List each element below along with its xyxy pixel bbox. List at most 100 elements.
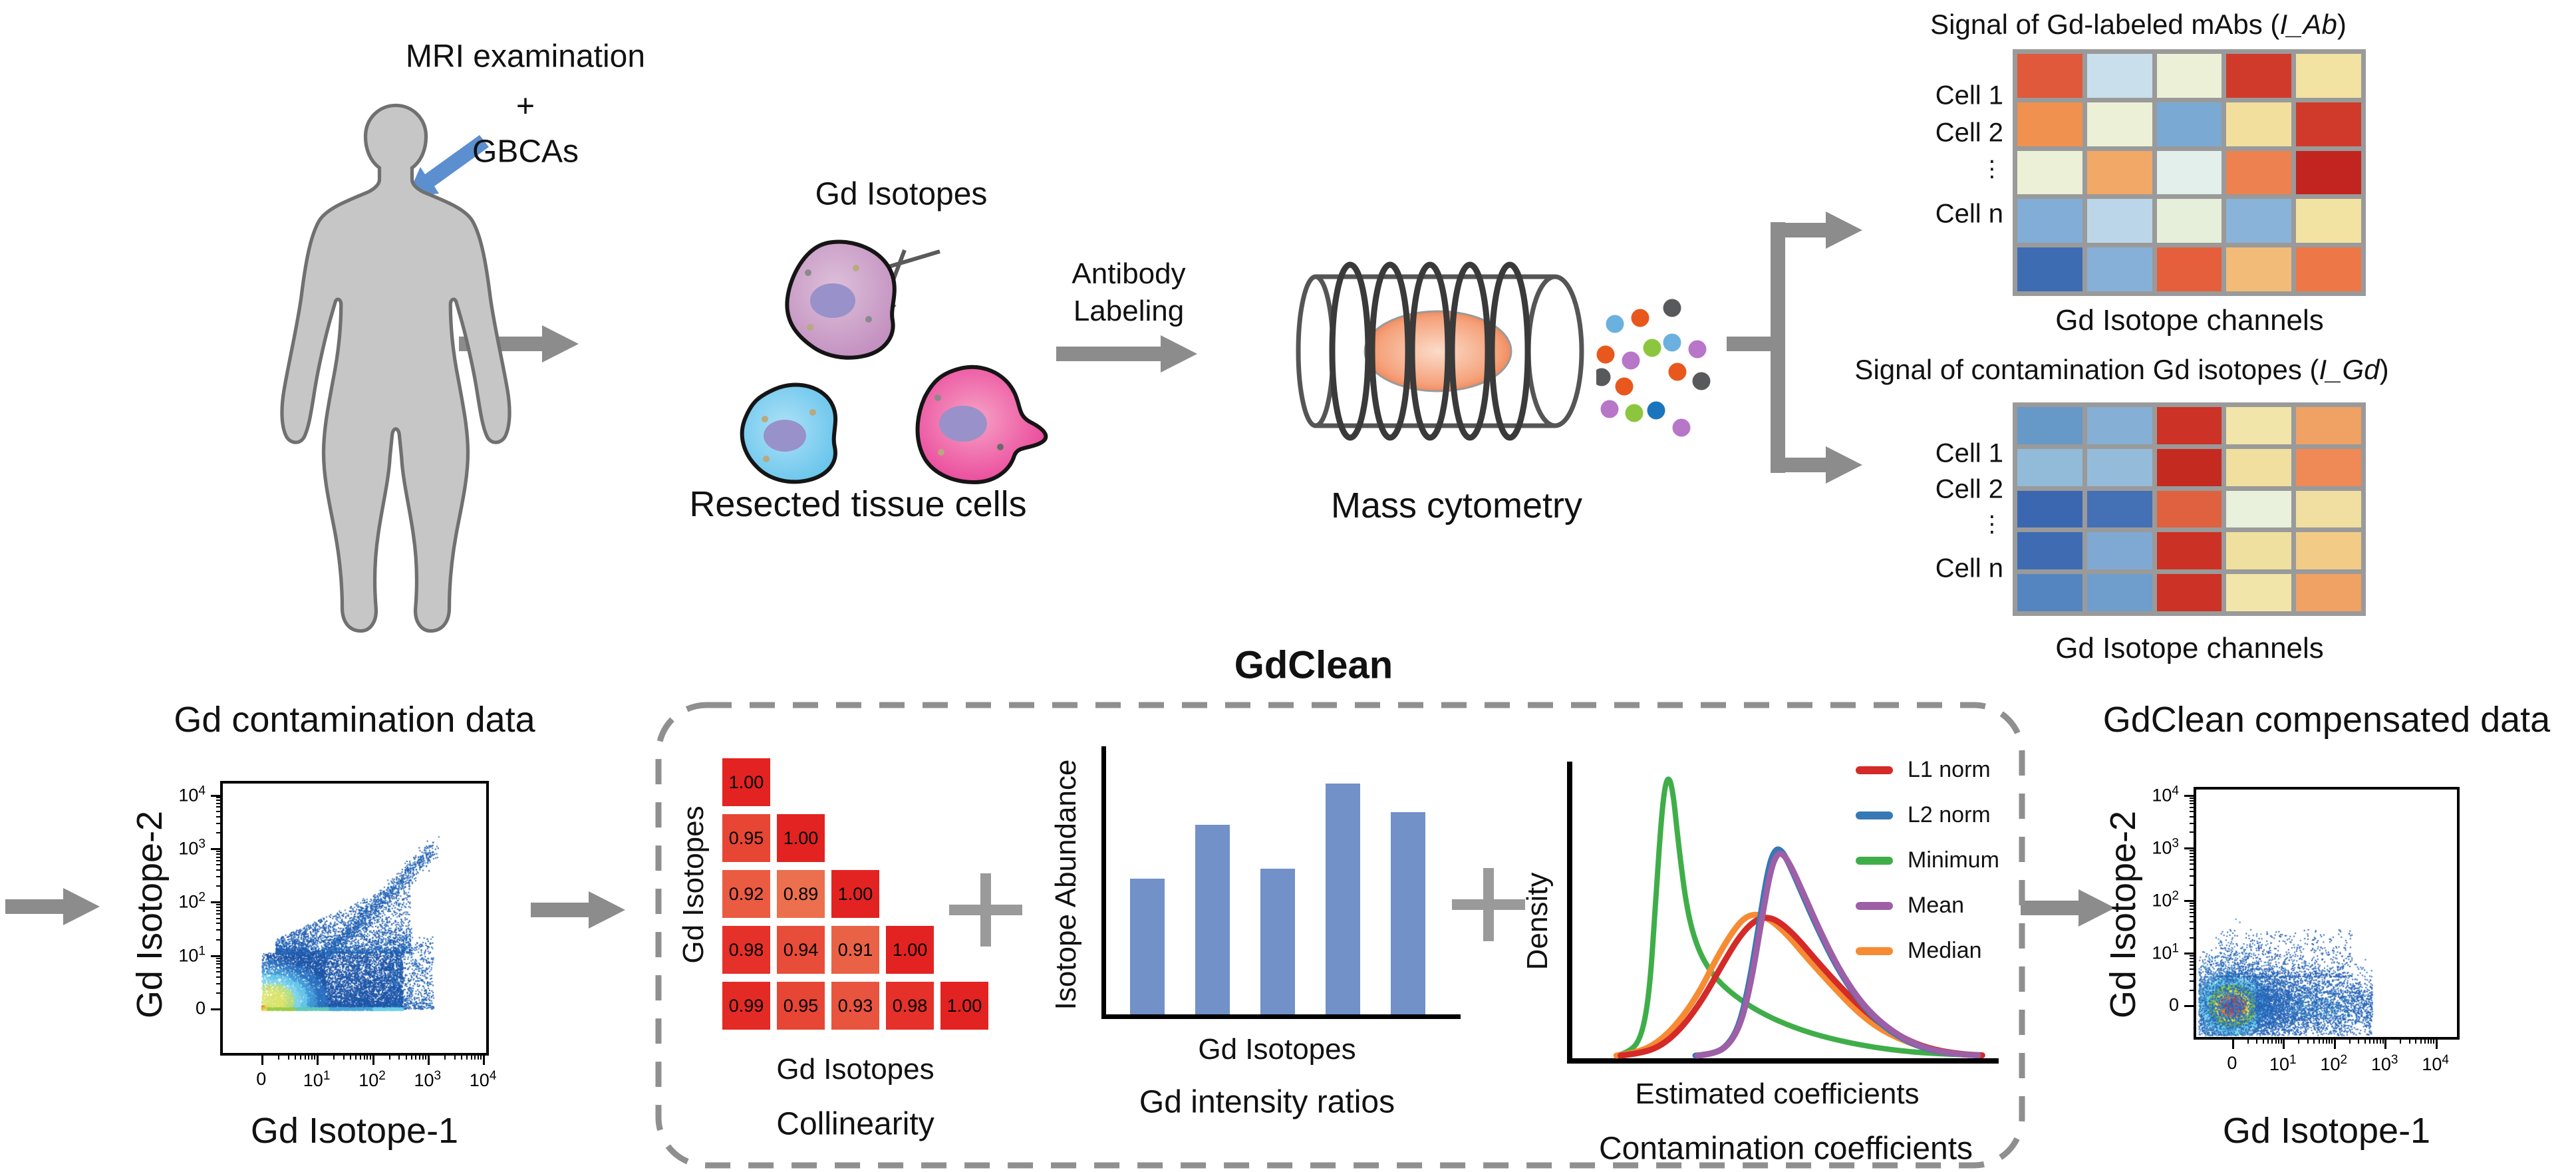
heatmap-cell bbox=[2226, 247, 2292, 291]
correlation-cell: 0.98 bbox=[886, 982, 934, 1030]
contamination-scatter-plot: 0 101 102 103 104 0 101 102 103 104 bbox=[178, 781, 496, 1090]
x-tick-label: 0 bbox=[256, 1069, 267, 1089]
density-curve-minimum bbox=[1614, 776, 1985, 1058]
correlation-cell: 1.00 bbox=[722, 758, 770, 806]
axis-tick bbox=[2313, 1037, 2315, 1044]
axis-tick bbox=[2190, 797, 2196, 799]
heatmap1-row-ellipsis: ⋮ bbox=[1981, 156, 2003, 182]
axis-tick bbox=[216, 907, 223, 909]
arrow-gdclean-to-compensated-icon bbox=[2021, 889, 2115, 927]
axis-tick bbox=[422, 1053, 424, 1060]
axis-tick bbox=[2231, 1037, 2234, 1049]
axis-tick bbox=[369, 1053, 371, 1060]
density-ylabel: Density bbox=[1521, 872, 1554, 970]
branch-vertical-bar bbox=[1771, 222, 1785, 473]
correlation-cell: 0.95 bbox=[777, 982, 825, 1030]
arrow-contamination-to-gdclean-icon bbox=[531, 891, 625, 929]
heatmap-cell bbox=[2086, 407, 2152, 444]
y-tick-label: 101 bbox=[178, 944, 206, 966]
heatmap-cell bbox=[2226, 407, 2292, 444]
correlation-cell: 0.98 bbox=[722, 926, 770, 974]
legend-label: Median bbox=[1908, 938, 1982, 963]
axis-tick bbox=[314, 1053, 316, 1060]
axis-tick bbox=[216, 885, 223, 887]
human-figure-icon bbox=[280, 103, 511, 633]
cell-pink-nucleus bbox=[939, 406, 987, 442]
heatmap1-xlabel: Gd Isotope channels bbox=[2055, 304, 2324, 337]
axis-tick bbox=[2190, 958, 2196, 959]
ion-dot bbox=[1631, 309, 1649, 327]
axis-tick bbox=[2277, 1037, 2279, 1044]
barchart-xlabel: Gd Isotopes bbox=[1198, 1033, 1356, 1066]
heatmap-mabs bbox=[2013, 49, 2366, 296]
heatmap-cell bbox=[2296, 407, 2361, 444]
axis-tick bbox=[2184, 795, 2196, 798]
arrow-branch-bottom-icon bbox=[1771, 446, 1862, 484]
legend-label: L1 norm bbox=[1908, 757, 1991, 782]
ion-dot bbox=[1596, 368, 1611, 386]
correlation-cell: 1.00 bbox=[940, 982, 988, 1030]
legend-swatch-icon bbox=[1856, 766, 1893, 774]
axis-tick bbox=[2190, 911, 2196, 913]
axis-tick bbox=[216, 923, 223, 925]
axis-tick bbox=[470, 1053, 472, 1060]
axis-tick bbox=[317, 1053, 319, 1065]
axis-tick bbox=[2190, 822, 2196, 824]
y-tick-label: 102 bbox=[2152, 889, 2179, 911]
axis-tick bbox=[2184, 900, 2196, 903]
axis-tick bbox=[2358, 1037, 2360, 1044]
plus-icon bbox=[1452, 868, 1525, 941]
axis-tick bbox=[2384, 1037, 2387, 1049]
axis-tick bbox=[418, 1053, 420, 1060]
axis-tick bbox=[2190, 989, 2196, 991]
legend-label: Mean bbox=[1908, 893, 1965, 918]
y-tick-label: 104 bbox=[2152, 784, 2179, 806]
axis-tick bbox=[2333, 1037, 2336, 1049]
ion-dot bbox=[1692, 372, 1711, 390]
axis-tick bbox=[2190, 964, 2196, 966]
collinearity-matrix: 1.00 0.95 1.00 0.92 0.89 1.00 0.98 0.94 0.91 1.00… bbox=[722, 758, 988, 1031]
ion-dot bbox=[1615, 377, 1634, 396]
axis-tick bbox=[216, 856, 223, 858]
heatmap-cell bbox=[2086, 532, 2152, 570]
bar-1 bbox=[1130, 879, 1165, 1014]
axis-tick bbox=[366, 1053, 368, 1060]
axis-tick bbox=[2190, 803, 2196, 805]
x-tick-label: 102 bbox=[358, 1069, 386, 1090]
heatmap1-row-label: Cell 2 bbox=[1935, 118, 2003, 148]
heatmap-cell bbox=[2296, 574, 2361, 611]
y-tick-label: 102 bbox=[178, 890, 206, 912]
axis-tick bbox=[216, 982, 223, 984]
density-legend: L1 norm L2 norm Minimum Mean Median bbox=[1856, 752, 2022, 964]
axis-tick bbox=[295, 1053, 296, 1060]
axis-tick bbox=[216, 831, 223, 833]
axis-tick bbox=[211, 848, 223, 850]
heatmap-cell bbox=[2296, 247, 2361, 291]
axis-tick bbox=[216, 800, 223, 802]
axis-tick bbox=[2184, 952, 2196, 955]
heatmap1-title: Signal of Gd-labeled mAbs (I_Ab) bbox=[1930, 9, 2347, 40]
scatter1-ylabel: Gd Isotope-2 bbox=[130, 810, 170, 1019]
axis-tick bbox=[216, 803, 223, 805]
arrow-cells-to-cytometer-icon bbox=[1056, 335, 1197, 372]
axis-tick bbox=[2283, 1037, 2285, 1049]
heatmap-cell bbox=[2296, 199, 2361, 243]
heatmap-cell bbox=[2156, 407, 2222, 444]
axis-tick bbox=[2247, 1037, 2249, 1044]
correlation-cell: 0.92 bbox=[722, 870, 770, 918]
heatmap-cell bbox=[2017, 102, 2082, 146]
axis-tick bbox=[2424, 1037, 2426, 1044]
axis-tick bbox=[2307, 1037, 2309, 1044]
cylinder-left-cap bbox=[1296, 274, 1336, 428]
axis-tick bbox=[2190, 960, 2196, 962]
axis-tick bbox=[2298, 1037, 2300, 1044]
axis-tick bbox=[304, 1053, 306, 1060]
heatmap-cell bbox=[2226, 490, 2292, 528]
x-tick-label: 101 bbox=[303, 1069, 331, 1090]
axis-tick bbox=[410, 1053, 412, 1060]
axis-tick bbox=[2430, 1037, 2432, 1044]
axis-tick bbox=[333, 1053, 335, 1060]
plasma-torch bbox=[1363, 310, 1512, 392]
scatter1-title: Gd contamination data bbox=[174, 700, 535, 740]
arrow-into-contamination-plot-icon bbox=[5, 888, 100, 925]
